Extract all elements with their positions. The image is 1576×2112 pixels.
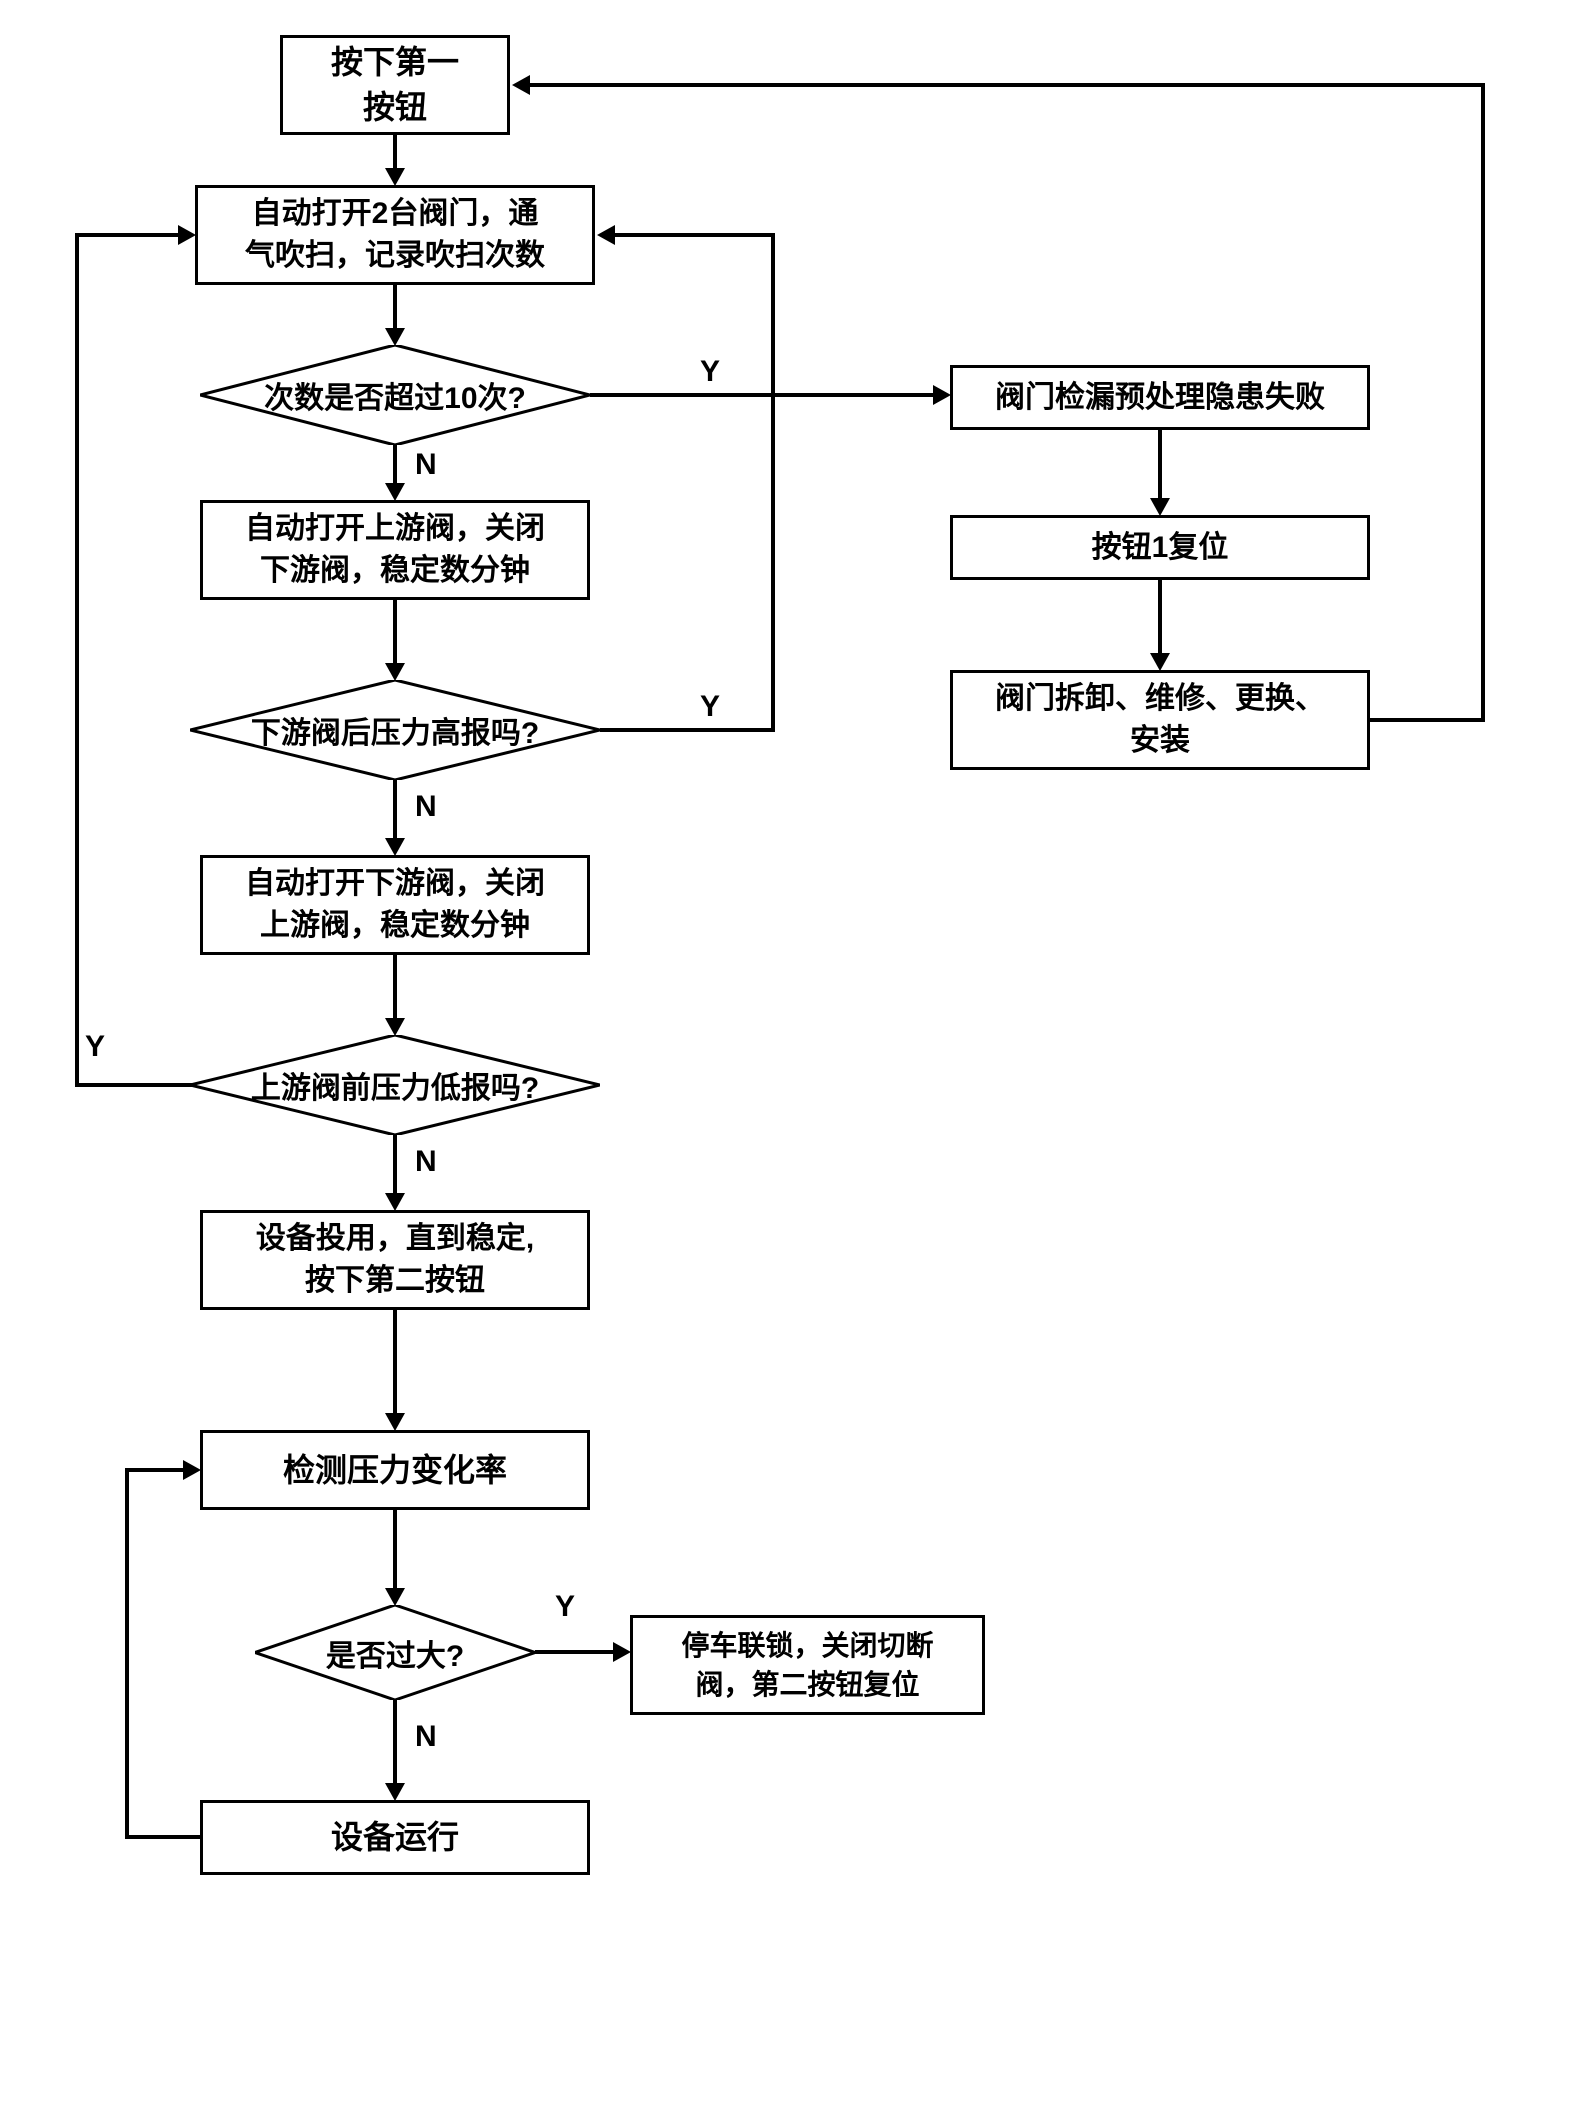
edge xyxy=(393,955,397,1020)
decision-count-exceed-10: 次数是否超过10次? xyxy=(200,345,590,445)
edge xyxy=(393,1310,397,1415)
arrow-head xyxy=(385,1413,405,1431)
arrow-head xyxy=(613,1642,631,1662)
edge xyxy=(393,1700,397,1785)
node-valve-maintenance: 阀门拆卸、维修、更换、安装 xyxy=(950,670,1370,770)
branch-yes: Y xyxy=(555,1590,575,1624)
node-label: 停车联锁，关闭切断阀，第二按钮复位 xyxy=(681,1626,933,1704)
node-label: 阀门拆卸、维修、更换、安装 xyxy=(995,678,1325,762)
decision-label: 是否过大? xyxy=(326,1631,464,1675)
edge xyxy=(1370,718,1485,722)
edge xyxy=(613,233,775,237)
arrow-head xyxy=(1150,498,1170,516)
node-button1-reset: 按钮1复位 xyxy=(950,515,1370,580)
node-open-upstream: 自动打开上游阀，关闭下游阀，稳定数分钟 xyxy=(200,500,590,600)
edge xyxy=(393,135,397,170)
node-label: 自动打开2台阀门，通气吹扫，记录吹扫次数 xyxy=(245,193,545,277)
node-device-use: 设备投用，直到稳定,按下第二按钮 xyxy=(200,1210,590,1310)
edge xyxy=(75,1083,193,1087)
edge xyxy=(535,1650,615,1654)
branch-no: N xyxy=(415,1720,437,1754)
node-press-button-1: 按下第一按钮 xyxy=(280,35,510,135)
node-label: 按钮1复位 xyxy=(1092,527,1229,569)
arrow-head xyxy=(385,1193,405,1211)
edge xyxy=(393,285,397,330)
node-open-valves: 自动打开2台阀门，通气吹扫，记录吹扫次数 xyxy=(195,185,595,285)
arrow-head xyxy=(183,1460,201,1480)
node-stop-interlock: 停车联锁，关闭切断阀，第二按钮复位 xyxy=(630,1615,985,1715)
edge xyxy=(1481,83,1485,722)
arrow-head xyxy=(178,225,196,245)
decision-upstream-pressure-low: 上游阀前压力低报吗? xyxy=(190,1035,600,1135)
node-label: 检测压力变化率 xyxy=(283,1448,507,1493)
edge xyxy=(1158,430,1162,500)
node-label: 自动打开上游阀，关闭下游阀，稳定数分钟 xyxy=(245,508,545,592)
decision-label: 上游阀前压力低报吗? xyxy=(251,1063,539,1107)
node-detect-pressure-rate: 检测压力变化率 xyxy=(200,1430,590,1510)
edge xyxy=(393,600,397,665)
decision-too-large: 是否过大? xyxy=(255,1605,535,1700)
edge xyxy=(393,445,397,485)
edge xyxy=(771,233,775,732)
edge xyxy=(75,233,178,237)
edge xyxy=(393,1135,397,1195)
branch-yes: Y xyxy=(700,690,720,724)
edge xyxy=(528,83,1485,87)
arrow-head xyxy=(512,75,530,95)
edge xyxy=(393,1510,397,1590)
node-label: 设备运行 xyxy=(331,1815,459,1860)
arrow-head xyxy=(385,168,405,186)
edge xyxy=(125,1835,203,1839)
branch-no: N xyxy=(415,448,437,482)
edge xyxy=(600,728,775,732)
node-open-downstream: 自动打开下游阀，关闭上游阀，稳定数分钟 xyxy=(200,855,590,955)
arrow-head xyxy=(385,1018,405,1036)
edge xyxy=(1158,580,1162,655)
branch-no: N xyxy=(415,1145,437,1179)
edge xyxy=(75,233,79,1087)
arrow-head xyxy=(385,663,405,681)
edge xyxy=(125,1468,129,1839)
arrow-head xyxy=(597,225,615,245)
arrow-head xyxy=(1150,653,1170,671)
node-device-running: 设备运行 xyxy=(200,1800,590,1875)
edge xyxy=(393,780,397,840)
node-label: 自动打开下游阀，关闭上游阀，稳定数分钟 xyxy=(245,863,545,947)
branch-yes: Y xyxy=(85,1030,105,1064)
arrow-head xyxy=(385,1588,405,1606)
edge xyxy=(590,393,935,397)
node-label: 按下第一按钮 xyxy=(331,40,459,130)
arrow-head xyxy=(933,385,951,405)
decision-label: 下游阀后压力高报吗? xyxy=(251,708,539,752)
decision-downstream-pressure-high: 下游阀后压力高报吗? xyxy=(190,680,600,780)
edge xyxy=(125,1468,183,1472)
arrow-head xyxy=(385,483,405,501)
node-label: 阀门检漏预处理隐患失败 xyxy=(995,377,1325,419)
branch-no: N xyxy=(415,790,437,824)
node-label: 设备投用，直到稳定,按下第二按钮 xyxy=(256,1218,534,1302)
decision-label: 次数是否超过10次? xyxy=(264,373,526,417)
arrow-head xyxy=(385,838,405,856)
arrow-head xyxy=(385,1783,405,1801)
arrow-head xyxy=(385,328,405,346)
node-leak-fail: 阀门检漏预处理隐患失败 xyxy=(950,365,1370,430)
branch-yes: Y xyxy=(700,355,720,389)
